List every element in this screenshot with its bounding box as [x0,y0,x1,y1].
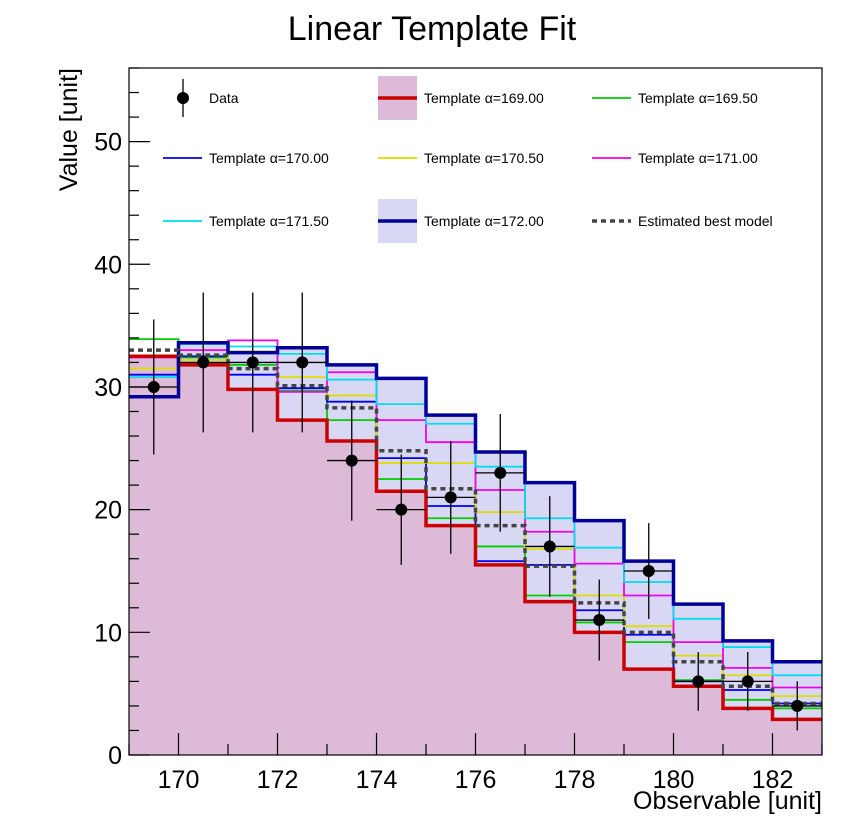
x-tick-label: 172 [257,766,299,794]
legend-label-t169: Template α=169.00 [424,90,544,106]
data-point [147,380,160,393]
legend-label-t1695: Template α=169.50 [638,90,758,106]
legend-label-t172: Template α=172.00 [424,213,544,229]
data-point [296,356,309,369]
data-point [593,614,606,627]
y-tick-label: 10 [94,619,122,647]
legend-symbol-data [177,92,189,104]
data-point [345,454,358,467]
axes: 170 172 174 176 178 180 182 0 10 20 30 40 50 [94,67,823,794]
y-tick-label: 30 [94,374,122,402]
y-tick-label: 0 [108,742,122,770]
x-tick-label: 170 [158,766,200,794]
y-tick-label: 50 [94,129,122,157]
legend-label-t170: Template α=170.00 [209,150,329,166]
chart-title: Linear Template Fit [288,10,577,48]
data-point [791,699,804,712]
legend-label-t1715: Template α=171.50 [209,213,329,229]
legend-label-t171: Template α=171.00 [638,150,758,166]
data-point [246,356,259,369]
data-point [197,356,210,369]
legend-label-best: Estimated best model [638,213,773,229]
data-point [642,564,655,577]
data-point [444,491,457,504]
data-point [543,540,556,553]
data-point [395,503,408,516]
x-tick-label: 176 [455,766,497,794]
y-tick-label: 20 [94,497,122,525]
x-tick-label: 182 [752,766,794,794]
y-axis-label: Value [unit] [55,68,83,191]
y-tick-label: 40 [94,251,122,279]
data-point [494,466,507,479]
legend-label-data: Data [209,90,239,106]
data-points [129,292,822,731]
x-tick-label: 178 [554,766,596,794]
x-tick-label: 174 [356,766,398,794]
data-point [692,675,705,688]
legend-label-t1705: Template α=170.50 [424,150,544,166]
x-tick-label: 180 [653,766,695,794]
data-point [741,675,754,688]
x-axis-label: Observable [unit] [633,787,822,815]
legend: Data Template α=169.00 Template α=169.50 Te… [163,76,773,243]
